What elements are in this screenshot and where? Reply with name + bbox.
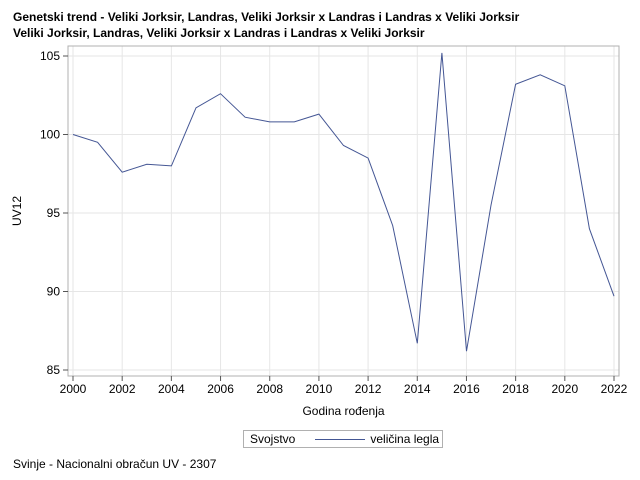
plot-frame <box>67 45 620 377</box>
x-axis-title: Godina rođenja <box>302 404 384 418</box>
y-tick-label-90: 90 <box>47 285 61 299</box>
legend-title: Svojstvo <box>250 432 296 446</box>
data-point-2001 <box>96 141 99 144</box>
x-tick-label-2000: 2000 <box>60 382 87 396</box>
data-point-2020 <box>563 84 566 87</box>
data-point-2000 <box>72 133 75 136</box>
data-point-2017 <box>490 204 493 207</box>
y-axis-title: UV12 <box>10 196 24 226</box>
data-point-2019 <box>539 73 542 76</box>
grid-lines <box>68 46 619 376</box>
y-tick-label-95: 95 <box>47 206 61 220</box>
data-point-2005 <box>194 106 197 109</box>
x-tick-label-2002: 2002 <box>109 382 136 396</box>
data-point-2016 <box>465 350 468 353</box>
data-point-2012 <box>367 157 370 160</box>
axis-ticks: 2000 2002 2004 2006 2008 2010 2012 2014 2016 2018… <box>40 49 628 396</box>
y-tick-label-85: 85 <box>47 363 61 377</box>
x-tick-label-2018: 2018 <box>502 382 529 396</box>
data-point-2009 <box>293 120 296 123</box>
data-point-2008 <box>268 120 271 123</box>
data-point-2015 <box>440 51 443 54</box>
data-point-2014 <box>416 342 419 345</box>
footnote: Svinje - Nacionalni obračun UV - 2307 <box>13 457 217 471</box>
x-tick-label-2022: 2022 <box>601 382 628 396</box>
x-tick-label-2004: 2004 <box>158 382 185 396</box>
data-point-2011 <box>342 144 345 147</box>
data-point-2003 <box>145 163 148 166</box>
x-tick-label-2016: 2016 <box>453 382 480 396</box>
data-point-2021 <box>588 227 591 230</box>
data-point-2013 <box>391 224 394 227</box>
legend-entry-label: veličina legla <box>370 432 440 446</box>
series-layer <box>72 51 616 353</box>
data-point-2018 <box>514 83 517 86</box>
legend: Svojstvo veličina legla <box>243 430 443 448</box>
legend-line-swatch <box>315 438 366 440</box>
y-tick-label-105: 105 <box>40 49 60 63</box>
series-line-0 <box>72 52 615 352</box>
chart-subtitle: Veliki Jorksir, Landras, Veliki Jorksir … <box>13 26 425 40</box>
data-point-2006 <box>219 92 222 95</box>
x-tick-label-2008: 2008 <box>256 382 283 396</box>
x-tick-label-2020: 2020 <box>551 382 578 396</box>
data-point-2022 <box>613 295 616 298</box>
data-point-2002 <box>121 171 124 174</box>
y-tick-label-100: 100 <box>40 128 60 142</box>
data-point-2007 <box>244 116 247 119</box>
chart-title: Genetski trend - Veliki Jorksir, Landras… <box>13 10 520 24</box>
x-tick-label-2014: 2014 <box>404 382 431 396</box>
x-tick-label-2006: 2006 <box>207 382 234 396</box>
data-point-2010 <box>317 113 320 116</box>
x-tick-label-2012: 2012 <box>355 382 382 396</box>
x-tick-label-2010: 2010 <box>306 382 333 396</box>
data-point-2004 <box>170 164 173 167</box>
